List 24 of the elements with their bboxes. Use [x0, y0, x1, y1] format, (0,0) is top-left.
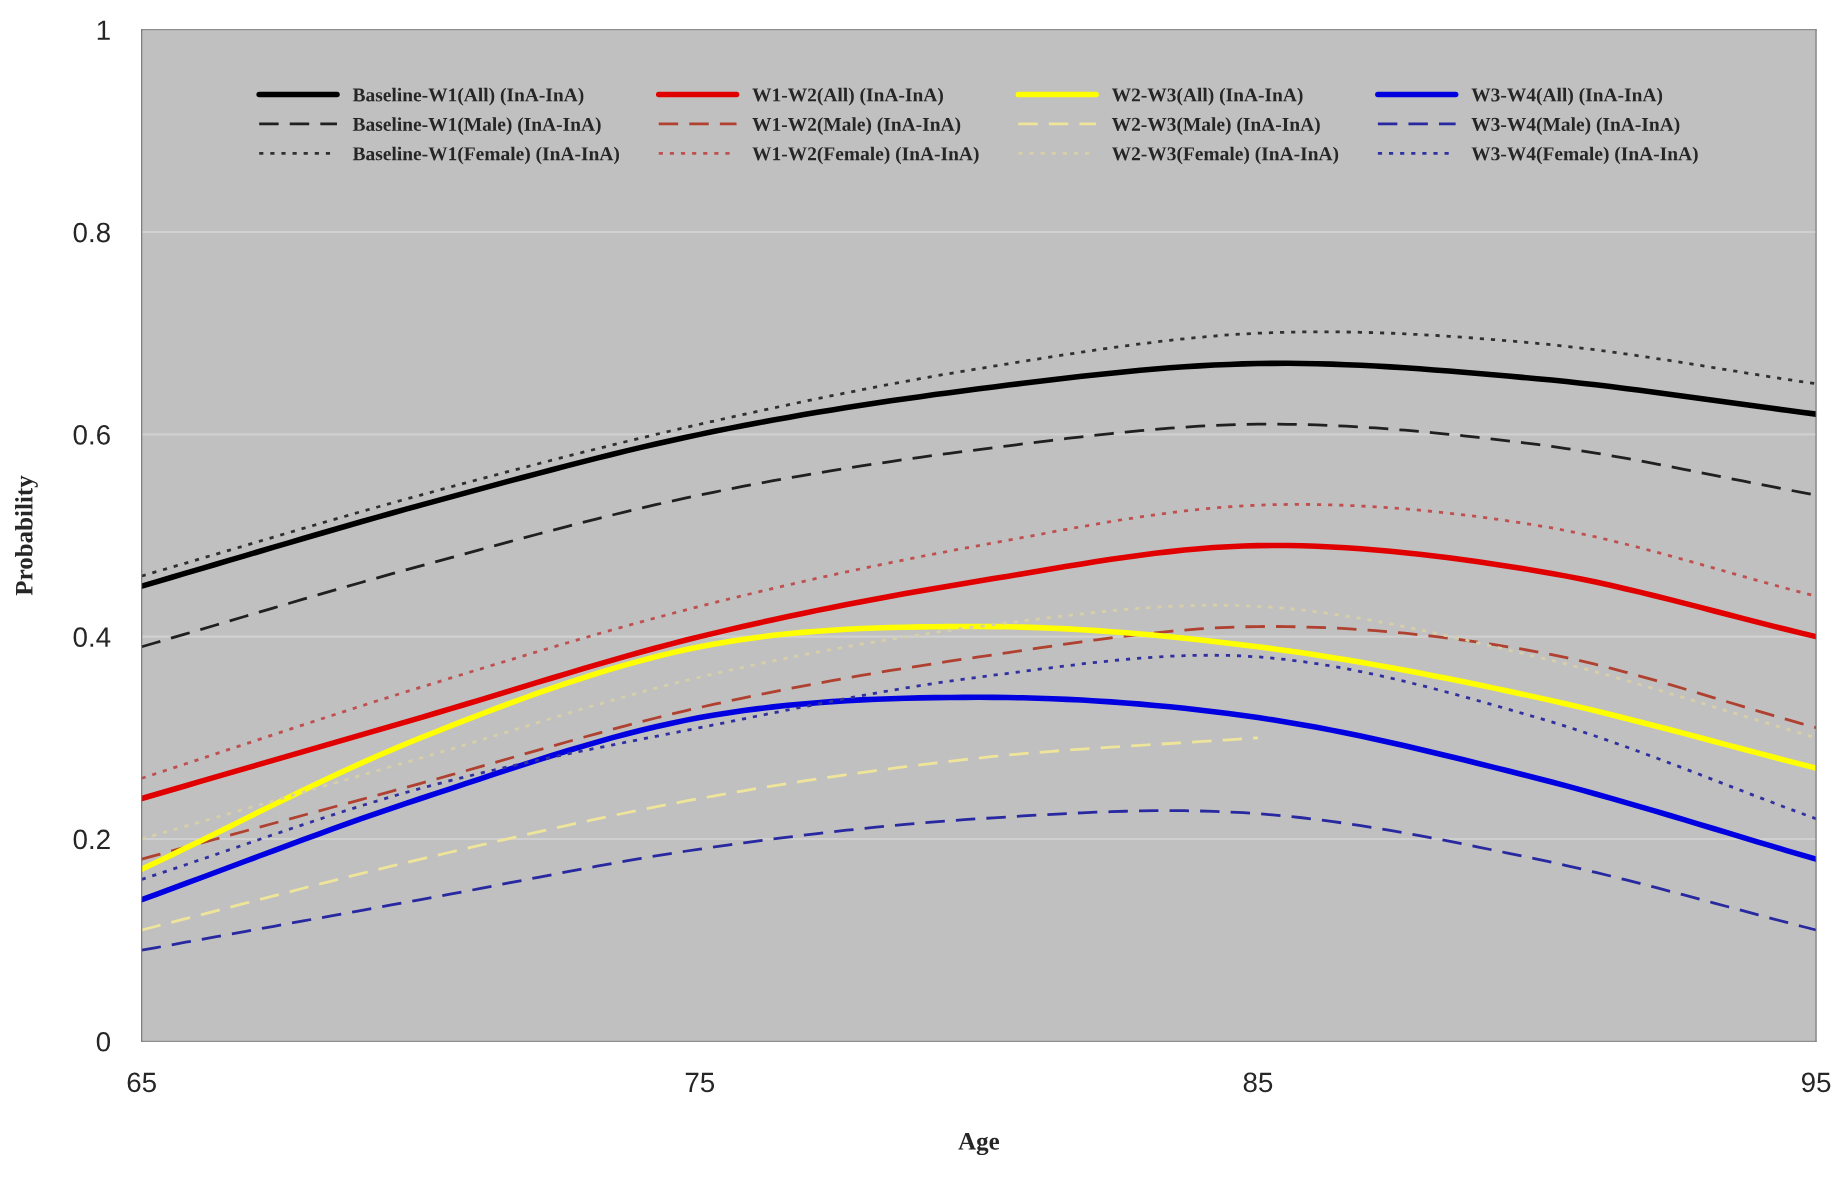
legend-label: W1-W2(Male) (InA-InA)	[752, 117, 961, 135]
x-tick-label: 75	[685, 1072, 715, 1093]
legend-label: W2-W3(Male) (InA-InA)	[1111, 117, 1320, 135]
legend-label: Baseline-W1(Male) (InA-InA)	[352, 117, 601, 135]
x-tick-label: 65	[127, 1072, 156, 1093]
legend-label: W2-W3(All) (InA-InA)	[1111, 87, 1303, 106]
legend-label: W2-W3(Female) (InA-InA)	[1111, 146, 1339, 165]
y-tick-label: 0.2	[73, 829, 110, 850]
x-axis-title: Age	[958, 1133, 1000, 1156]
legend-label: W3-W4(Female) (InA-InA)	[1471, 146, 1698, 165]
legend-label: Baseline-W1(All) (InA-InA)	[352, 87, 584, 106]
x-tick-label: 85	[1243, 1072, 1273, 1093]
legend-label: Baseline-W1(Female) (InA-InA)	[352, 146, 619, 165]
legend-label: W3-W4(All) (InA-InA)	[1471, 87, 1663, 106]
y-tick-label: 0.4	[73, 627, 111, 647]
y-tick-label: 0.6	[73, 425, 110, 445]
legend-label: W3-W4(Male) (InA-InA)	[1471, 117, 1680, 135]
x-tick-label: 95	[1801, 1072, 1831, 1093]
legend-label: W1-W2(Female) (InA-InA)	[752, 146, 979, 165]
y-tick-label: 0.8	[73, 222, 110, 243]
legend-label: W1-W2(All) (InA-InA)	[752, 87, 943, 106]
y-axis-title: Probability	[15, 475, 38, 596]
y-tick-label: 1	[97, 20, 110, 40]
y-tick-label: 0	[96, 1031, 111, 1052]
